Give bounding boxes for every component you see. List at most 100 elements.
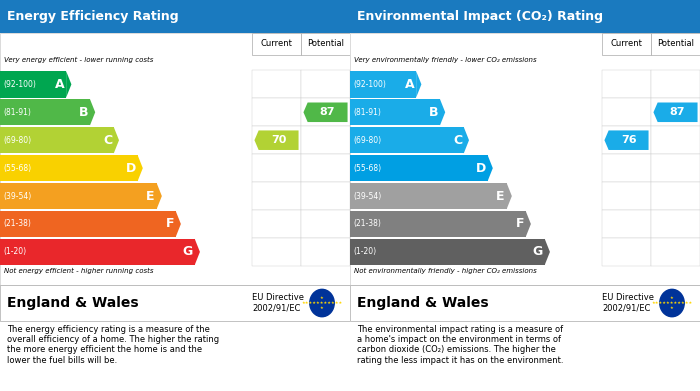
Text: E: E [496, 190, 505, 203]
Text: (69-80): (69-80) [4, 136, 32, 145]
FancyBboxPatch shape [651, 33, 700, 55]
FancyBboxPatch shape [301, 70, 350, 98]
FancyBboxPatch shape [602, 238, 651, 266]
Polygon shape [526, 211, 531, 237]
FancyBboxPatch shape [301, 33, 350, 55]
FancyBboxPatch shape [0, 285, 350, 321]
Text: C: C [453, 134, 462, 147]
Text: EU Directive
2002/91/EC: EU Directive 2002/91/EC [602, 293, 654, 313]
Text: Potential: Potential [307, 39, 344, 48]
FancyBboxPatch shape [301, 210, 350, 238]
FancyBboxPatch shape [252, 70, 301, 98]
FancyBboxPatch shape [602, 210, 651, 238]
Text: Not environmentally friendly - higher CO₂ emissions: Not environmentally friendly - higher CO… [354, 268, 536, 274]
Circle shape [659, 289, 685, 317]
FancyBboxPatch shape [301, 126, 350, 154]
FancyBboxPatch shape [602, 126, 651, 154]
Polygon shape [113, 127, 119, 153]
Text: (39-54): (39-54) [354, 192, 382, 201]
FancyBboxPatch shape [350, 0, 700, 33]
Text: B: B [78, 106, 88, 119]
Text: England & Wales: England & Wales [357, 296, 489, 310]
Text: 87: 87 [670, 107, 685, 117]
Text: C: C [103, 134, 112, 147]
FancyBboxPatch shape [602, 98, 651, 126]
Text: Potential: Potential [657, 39, 694, 48]
FancyBboxPatch shape [252, 238, 301, 266]
Text: Energy Efficiency Rating: Energy Efficiency Rating [7, 10, 178, 23]
FancyBboxPatch shape [651, 154, 700, 182]
Text: 70: 70 [271, 135, 286, 145]
Polygon shape [176, 211, 181, 237]
FancyBboxPatch shape [651, 126, 700, 154]
Text: G: G [533, 246, 543, 258]
Text: (69-80): (69-80) [354, 136, 382, 145]
Text: (55-68): (55-68) [354, 163, 382, 173]
Text: (92-100): (92-100) [4, 80, 36, 89]
FancyBboxPatch shape [252, 154, 301, 182]
FancyBboxPatch shape [350, 211, 526, 237]
FancyBboxPatch shape [0, 127, 113, 153]
Text: England & Wales: England & Wales [7, 296, 139, 310]
FancyBboxPatch shape [252, 98, 301, 126]
FancyBboxPatch shape [602, 33, 651, 55]
Text: Very environmentally friendly - lower CO₂ emissions: Very environmentally friendly - lower CO… [354, 57, 536, 63]
FancyBboxPatch shape [0, 33, 350, 285]
FancyBboxPatch shape [350, 239, 545, 265]
Polygon shape [255, 131, 298, 150]
Text: A: A [55, 78, 64, 91]
Text: Not energy efficient - higher running costs: Not energy efficient - higher running co… [4, 268, 153, 274]
Polygon shape [545, 239, 550, 265]
Polygon shape [654, 102, 697, 122]
Polygon shape [195, 239, 200, 265]
FancyBboxPatch shape [252, 182, 301, 210]
Text: EU Directive
2002/91/EC: EU Directive 2002/91/EC [252, 293, 304, 313]
Text: (55-68): (55-68) [4, 163, 32, 173]
Text: (1-20): (1-20) [354, 248, 377, 256]
Text: The energy efficiency rating is a measure of the
overall efficiency of a home. T: The energy efficiency rating is a measur… [7, 325, 219, 365]
FancyBboxPatch shape [602, 182, 651, 210]
Text: Current: Current [260, 39, 293, 48]
FancyBboxPatch shape [252, 33, 301, 55]
Text: 87: 87 [320, 107, 335, 117]
Polygon shape [440, 99, 445, 126]
FancyBboxPatch shape [651, 210, 700, 238]
Text: (21-38): (21-38) [4, 219, 32, 228]
Polygon shape [304, 102, 347, 122]
Text: 76: 76 [621, 135, 636, 145]
Text: A: A [405, 78, 414, 91]
Circle shape [309, 289, 335, 317]
Polygon shape [605, 131, 648, 150]
FancyBboxPatch shape [301, 98, 350, 126]
FancyBboxPatch shape [350, 127, 463, 153]
Text: (21-38): (21-38) [354, 219, 382, 228]
Text: D: D [125, 161, 136, 175]
Text: (39-54): (39-54) [4, 192, 32, 201]
Polygon shape [137, 155, 143, 181]
FancyBboxPatch shape [252, 210, 301, 238]
Text: ★
★★★★★★★★★★★
★: ★ ★★★★★★★★★★★ ★ [652, 296, 692, 310]
Text: ★
★★★★★★★★★★★
★: ★ ★★★★★★★★★★★ ★ [302, 296, 342, 310]
Text: (1-20): (1-20) [4, 248, 27, 256]
Polygon shape [416, 71, 421, 97]
Text: (81-91): (81-91) [354, 108, 382, 117]
FancyBboxPatch shape [301, 154, 350, 182]
Polygon shape [157, 183, 162, 209]
Text: E: E [146, 190, 155, 203]
FancyBboxPatch shape [0, 71, 66, 97]
FancyBboxPatch shape [301, 238, 350, 266]
FancyBboxPatch shape [252, 126, 301, 154]
FancyBboxPatch shape [651, 98, 700, 126]
FancyBboxPatch shape [350, 99, 440, 126]
Text: F: F [515, 217, 524, 230]
Text: The environmental impact rating is a measure of
a home's impact on the environme: The environmental impact rating is a mea… [357, 325, 564, 365]
FancyBboxPatch shape [350, 183, 507, 209]
Text: (92-100): (92-100) [354, 80, 386, 89]
Polygon shape [463, 127, 469, 153]
FancyBboxPatch shape [301, 182, 350, 210]
Polygon shape [487, 155, 493, 181]
FancyBboxPatch shape [0, 155, 137, 181]
Text: Environmental Impact (CO₂) Rating: Environmental Impact (CO₂) Rating [357, 10, 603, 23]
FancyBboxPatch shape [0, 183, 157, 209]
Text: D: D [475, 161, 486, 175]
